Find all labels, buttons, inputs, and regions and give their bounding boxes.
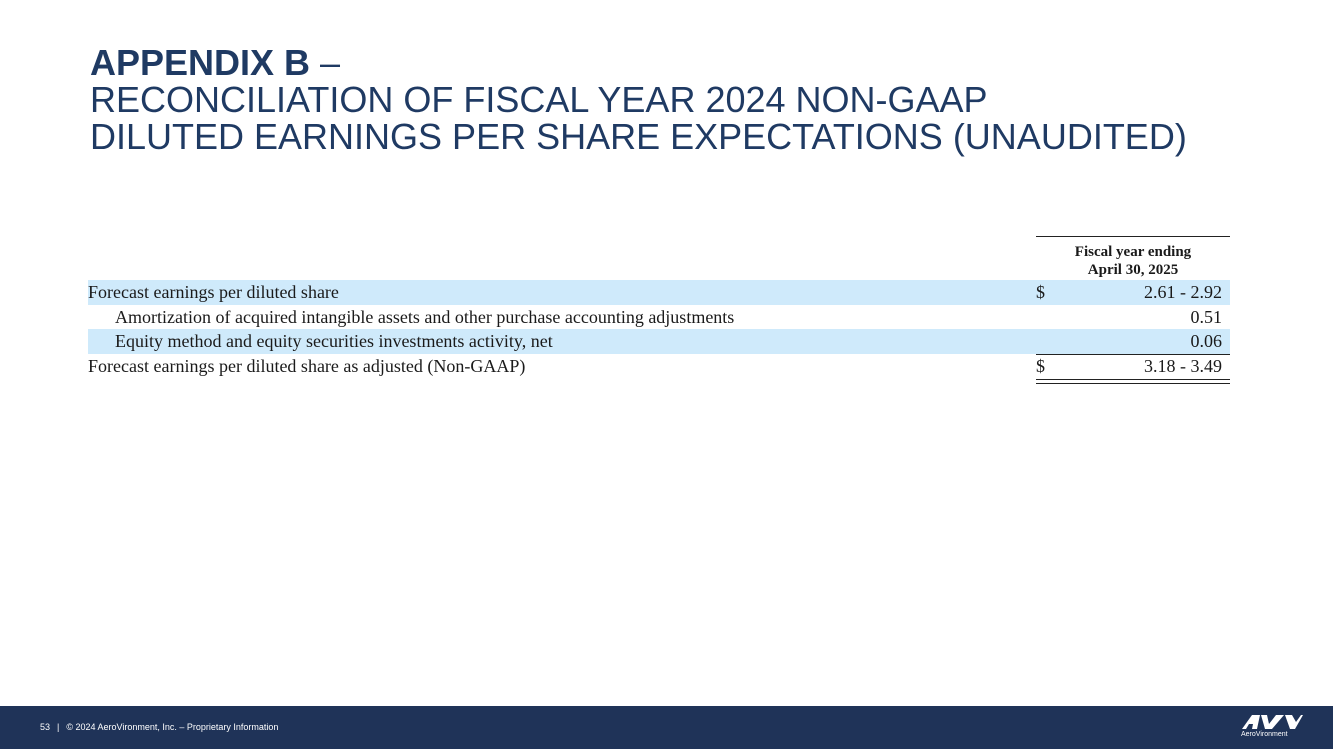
table-row: Forecast earnings per diluted share $ 2.… — [88, 280, 1230, 305]
row-label: Forecast earnings per diluted share — [88, 282, 339, 302]
row-currency: $ — [1036, 282, 1045, 302]
page-number: 53 — [40, 722, 51, 732]
title-line-3: DILUTED EARNINGS PER SHARE EXPECTATIONS … — [90, 116, 1187, 157]
footer-separator: | — [57, 722, 60, 732]
double-underline — [1036, 379, 1230, 384]
slide-title: APPENDIX B – RECONCILIATION OF FISCAL YE… — [90, 44, 1290, 155]
footer-text: 53 | © 2024 AeroVironment, Inc. – Propriet… — [40, 722, 278, 732]
column-header: Fiscal year ending April 30, 2025 — [1036, 236, 1230, 281]
row-label: Equity method and equity securities inve… — [115, 331, 553, 351]
table-row: Equity method and equity securities inve… — [88, 329, 1230, 354]
row-label: Forecast earnings per diluted share as a… — [88, 355, 526, 376]
row-value: 2.61 - 2.92 — [1144, 282, 1222, 302]
row-value: 3.18 - 3.49 — [1144, 355, 1222, 376]
aerovironment-logo-icon — [1242, 715, 1303, 729]
table-rows: Forecast earnings per diluted share $ 2.… — [88, 280, 1230, 384]
row-value: 0.51 — [1190, 306, 1223, 327]
column-header-line-1: Fiscal year ending — [1074, 244, 1192, 260]
row-label: Amortization of acquired intangible asse… — [115, 306, 735, 327]
copyright-text: © 2024 AeroVironment, Inc. – Proprietary… — [66, 722, 279, 732]
title-line-2: RECONCILIATION OF FISCAL YEAR 2024 NON-G… — [90, 79, 988, 120]
title-line-1: APPENDIX B – — [90, 44, 1290, 81]
total-rule — [1036, 353, 1230, 379]
title-appendix: APPENDIX B — [90, 42, 311, 83]
title-dash: – — [310, 42, 341, 83]
table-row-total: Forecast earnings per diluted share as a… — [88, 353, 1230, 379]
logo-wordmark: AeroVironment — [1241, 731, 1288, 738]
footer-bar: 53 | © 2024 AeroVironment, Inc. – Propriet… — [0, 706, 1333, 749]
table-row: Amortization of acquired intangible asse… — [88, 305, 1230, 330]
column-header-line-2: April 30, 2025 — [1087, 262, 1179, 278]
row-currency: $ — [1036, 355, 1045, 376]
row-value: 0.06 — [1190, 331, 1223, 351]
